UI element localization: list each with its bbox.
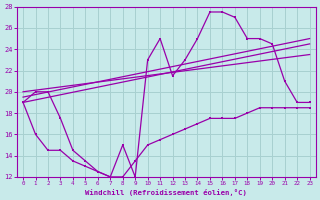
- X-axis label: Windchill (Refroidissement éolien,°C): Windchill (Refroidissement éolien,°C): [85, 189, 247, 196]
